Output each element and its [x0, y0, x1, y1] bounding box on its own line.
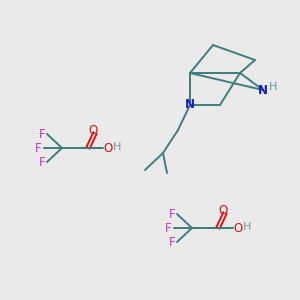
Text: O: O: [218, 203, 228, 217]
Text: F: F: [165, 221, 171, 235]
Text: F: F: [169, 236, 175, 248]
Text: O: O: [103, 142, 112, 154]
Text: N: N: [258, 83, 268, 97]
Text: O: O: [233, 221, 243, 235]
Text: N: N: [185, 98, 195, 112]
Text: F: F: [39, 155, 45, 169]
Text: O: O: [88, 124, 98, 136]
Text: F: F: [39, 128, 45, 140]
Text: F: F: [169, 208, 175, 220]
Text: H: H: [113, 142, 121, 152]
Text: H: H: [243, 222, 251, 232]
Text: F: F: [35, 142, 41, 154]
Text: H: H: [269, 82, 277, 92]
